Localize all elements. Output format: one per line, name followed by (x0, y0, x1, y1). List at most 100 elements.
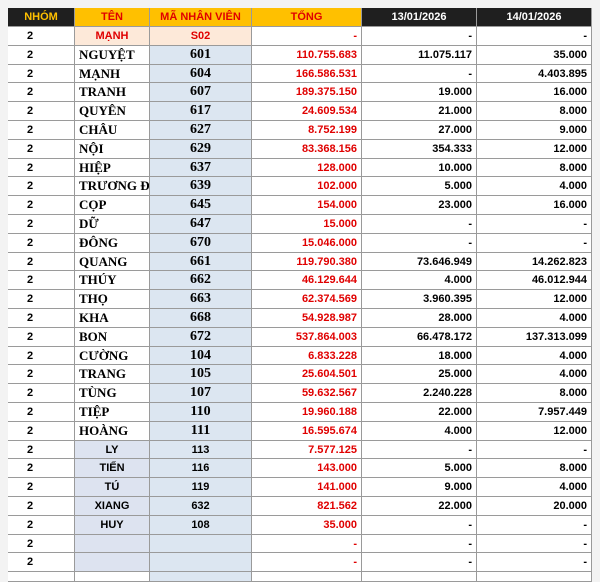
table-cell[interactable]: 23.000 (362, 196, 477, 215)
table-cell[interactable]: 2 (8, 309, 75, 328)
empty-cell[interactable] (150, 572, 252, 582)
table-cell[interactable]: 629 (150, 139, 252, 159)
table-cell[interactable]: 601 (150, 45, 252, 65)
table-cell[interactable]: - (477, 27, 592, 46)
table-cell[interactable]: 821.562 (252, 497, 362, 516)
table-cell[interactable]: 2 (8, 478, 75, 497)
table-cell[interactable]: 2 (8, 290, 75, 309)
table-cell[interactable]: ĐÔNG (75, 233, 150, 253)
table-cell[interactable]: 2 (8, 515, 75, 535)
table-cell[interactable]: 8.000 (477, 459, 592, 479)
table-cell[interactable]: 46.129.644 (252, 271, 362, 291)
table-cell[interactable]: 2 (8, 45, 75, 65)
table-cell[interactable]: 8.752.199 (252, 121, 362, 140)
table-cell[interactable]: XIANG (75, 497, 150, 516)
table-cell[interactable]: 128.000 (252, 158, 362, 178)
table-cell[interactable]: - (362, 64, 477, 84)
table-cell[interactable]: 2 (8, 64, 75, 84)
table-cell[interactable]: QUYÊN (75, 102, 150, 121)
table-cell[interactable]: LY (75, 440, 150, 460)
table-cell[interactable]: 2 (8, 177, 75, 197)
table-cell[interactable]: - (477, 233, 592, 253)
table-cell[interactable]: 113 (150, 440, 252, 460)
table-cell[interactable]: 15.000 (252, 215, 362, 234)
table-cell[interactable]: 7.957.449 (477, 403, 592, 422)
table-cell[interactable]: S02 (150, 27, 252, 46)
table-cell[interactable]: 5.000 (362, 177, 477, 197)
table-cell[interactable]: 2 (8, 215, 75, 234)
table-cell[interactable]: 4.000 (477, 346, 592, 366)
table-cell[interactable]: CƯỜNG (75, 346, 150, 366)
table-cell[interactable]: TRANH (75, 83, 150, 103)
table-cell[interactable]: TRƯƠNG Đ (75, 177, 150, 197)
table-cell[interactable]: KHA (75, 309, 150, 328)
table-cell[interactable]: 2 (8, 440, 75, 460)
table-cell[interactable]: 22.000 (362, 497, 477, 516)
empty-cell[interactable] (75, 572, 150, 582)
table-cell[interactable]: 107 (150, 384, 252, 403)
table-cell[interactable]: 111 (150, 421, 252, 441)
table-cell[interactable]: 2 (8, 233, 75, 253)
table-cell[interactable]: 27.000 (362, 121, 477, 140)
table-cell[interactable]: 110 (150, 403, 252, 422)
table-cell[interactable]: MẠNH (75, 27, 150, 46)
empty-cell[interactable] (252, 572, 362, 582)
table-cell[interactable]: NGUYỆT (75, 45, 150, 65)
table-cell[interactable]: 8.000 (477, 384, 592, 403)
table-cell[interactable]: 2.240.228 (362, 384, 477, 403)
table-cell[interactable]: HUY (75, 515, 150, 535)
table-cell[interactable]: THÚY (75, 271, 150, 291)
table-cell[interactable]: 2 (8, 327, 75, 347)
table-cell[interactable]: 2 (8, 346, 75, 366)
table-cell[interactable]: - (477, 553, 592, 573)
table-cell[interactable]: 2 (8, 158, 75, 178)
table-cell[interactable]: 668 (150, 309, 252, 328)
table-cell[interactable]: 9.000 (477, 121, 592, 140)
table-cell[interactable]: 2 (8, 421, 75, 441)
table-cell[interactable]: - (477, 534, 592, 554)
table-cell[interactable]: 637 (150, 158, 252, 178)
table-cell[interactable]: 22.000 (362, 403, 477, 422)
table-cell[interactable]: 6.833.228 (252, 346, 362, 366)
table-cell[interactable]: - (477, 515, 592, 535)
table-cell[interactable]: - (362, 215, 477, 234)
table-cell[interactable]: TIỆP (75, 403, 150, 422)
table-cell[interactable]: 662 (150, 271, 252, 291)
table-cell[interactable]: 116 (150, 459, 252, 479)
table-cell[interactable]: 607 (150, 83, 252, 103)
table-cell[interactable]: 10.000 (362, 158, 477, 178)
table-cell[interactable]: 8.000 (477, 102, 592, 121)
table-cell[interactable]: - (362, 27, 477, 46)
table-cell[interactable]: 119.790.380 (252, 252, 362, 272)
table-cell[interactable]: 12.000 (477, 421, 592, 441)
table-cell[interactable]: 5.000 (362, 459, 477, 479)
table-cell[interactable] (75, 553, 150, 573)
table-cell[interactable]: 3.960.395 (362, 290, 477, 309)
table-cell[interactable]: - (362, 233, 477, 253)
empty-cell[interactable] (8, 572, 75, 582)
table-cell[interactable]: QUANG (75, 252, 150, 272)
table-cell[interactable]: 25.604.501 (252, 365, 362, 385)
table-cell[interactable]: 105 (150, 365, 252, 385)
table-cell[interactable]: 137.313.099 (477, 327, 592, 347)
table-cell[interactable]: 141.000 (252, 478, 362, 497)
table-cell[interactable]: TRANG (75, 365, 150, 385)
table-cell[interactable]: 2 (8, 497, 75, 516)
table-cell[interactable]: 2 (8, 252, 75, 272)
table-cell[interactable]: 2 (8, 102, 75, 121)
table-cell[interactable]: 12.000 (477, 290, 592, 309)
table-cell[interactable]: 19.000 (362, 83, 477, 103)
table-cell[interactable]: 25.000 (362, 365, 477, 385)
table-cell[interactable]: 18.000 (362, 346, 477, 366)
table-cell[interactable]: 28.000 (362, 309, 477, 328)
table-cell[interactable]: 66.478.172 (362, 327, 477, 347)
table-cell[interactable]: 16.595.674 (252, 421, 362, 441)
table-cell[interactable]: 189.375.150 (252, 83, 362, 103)
table-cell[interactable]: 16.000 (477, 196, 592, 215)
table-cell[interactable]: 604 (150, 64, 252, 84)
table-cell[interactable]: 24.609.534 (252, 102, 362, 121)
table-cell[interactable]: - (252, 534, 362, 554)
table-cell[interactable]: 2 (8, 459, 75, 479)
table-cell[interactable]: TÙNG (75, 384, 150, 403)
table-cell[interactable]: BON (75, 327, 150, 347)
